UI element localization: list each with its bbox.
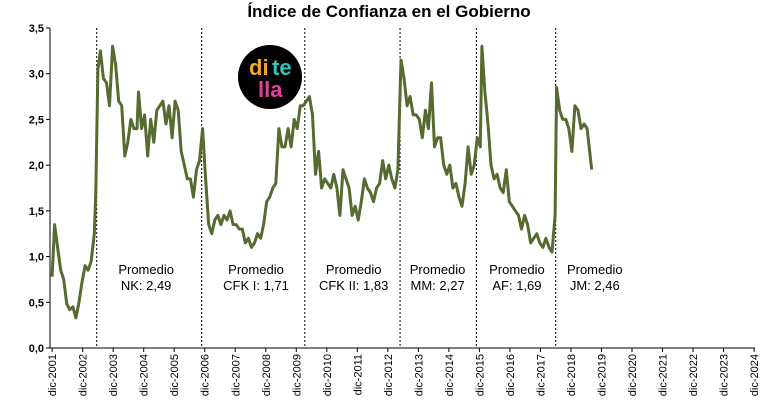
x-tick-label: dic-2016: [505, 354, 517, 396]
annotation-title: Promedio: [228, 262, 284, 277]
y-tick-label: 1,5: [29, 206, 44, 218]
x-tick-label: dic-2008: [261, 354, 273, 396]
x-tick-label: dic-2003: [108, 354, 120, 396]
x-tick-label: dic-2002: [78, 354, 90, 396]
annotation-title: Promedio: [567, 262, 623, 277]
x-tick-label: dic-2019: [596, 354, 608, 396]
x-tick-label: dic-2022: [688, 354, 700, 396]
logo-text-te: te: [272, 55, 292, 80]
annotation-value: CFK II: 1,83: [319, 278, 388, 293]
x-tick-label: dic-2013: [413, 354, 425, 396]
x-tick-label: dic-2010: [322, 354, 334, 396]
annotation-title: Promedio: [326, 262, 382, 277]
y-tick-label: 2,0: [29, 160, 44, 172]
series-line: [50, 44, 594, 320]
logo-text-di: di: [249, 55, 269, 80]
x-tick-label: dic-2023: [719, 354, 731, 396]
x-tick-label: dic-2004: [139, 354, 151, 396]
period-dividers: [96, 28, 557, 348]
annotation-title: Promedio: [118, 262, 174, 277]
x-tick-label: dic-2009: [291, 354, 303, 396]
x-tick-label: dic-2005: [169, 354, 181, 396]
x-tick-label: dic-2012: [383, 354, 395, 396]
series-group: [50, 44, 594, 320]
x-tick-label: dic-2006: [200, 354, 212, 396]
x-tick-label: dic-2011: [352, 354, 364, 395]
x-tick-label: dic-2024: [749, 354, 761, 396]
y-tick-label: 0,5: [29, 297, 44, 309]
y-tick-label: 1,0: [29, 252, 44, 264]
annotation-value: MM: 2,27: [411, 278, 465, 293]
y-tick-label: 2,5: [29, 114, 44, 126]
x-tick-label: dic-2007: [230, 354, 242, 396]
logo-text-lla: lla: [258, 77, 283, 102]
annotation-title: Promedio: [489, 262, 545, 277]
logo-background: [238, 45, 302, 109]
x-tick-label: dic-2018: [566, 354, 578, 396]
y-tick-label: 3,5: [29, 23, 44, 35]
x-tick-label: dic-2015: [474, 354, 486, 396]
y-axis: 0,0 0,5 1,0 1,5 2,0 2,5 3,0 3,5: [29, 23, 51, 355]
chart-title: Índice de Confianza en el Gobierno: [247, 2, 530, 21]
annotation-value: AF: 1,69: [492, 278, 541, 293]
x-tick-label: dic-2014: [444, 354, 456, 396]
annotation-title: Promedio: [410, 262, 466, 277]
annotation-value: JM: 2,46: [570, 278, 620, 293]
x-tick-label: dic-2001: [47, 354, 59, 396]
annotation-value: CFK I: 1,71: [223, 278, 289, 293]
x-tick-label: dic-2017: [535, 354, 547, 396]
x-axis: dic-2001 dic-2002 dic-2003 dic-2004 dic-2005…: [47, 347, 761, 396]
x-tick-label: dic-2021: [658, 354, 670, 396]
annotation-value: NK: 2,49: [121, 278, 172, 293]
x-tick-label: dic-2020: [627, 354, 639, 396]
y-tick-label: 0,0: [29, 343, 44, 355]
ditella-logo: di te lla: [238, 45, 302, 109]
y-tick-label: 3,0: [29, 69, 44, 81]
